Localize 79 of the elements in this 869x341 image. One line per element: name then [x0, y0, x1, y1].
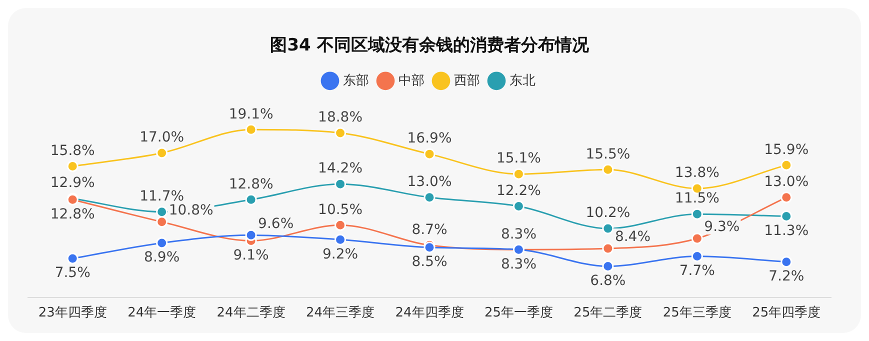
legend-label: 中部 [398, 73, 424, 88]
point [334, 127, 346, 139]
data-label: 12.8% [50, 206, 95, 222]
data-label: 12.8% [228, 176, 274, 192]
point [691, 232, 703, 244]
x-tick-label: 25年二季度 [574, 304, 642, 321]
data-label: 12.2% [496, 182, 541, 199]
point [602, 164, 614, 176]
point [156, 216, 168, 228]
data-label: 15.5% [586, 146, 630, 162]
point [245, 194, 257, 206]
legend-label: 东部 [343, 73, 369, 88]
data-label: 13.0% [407, 174, 452, 190]
data-label: 8.7% [412, 222, 448, 238]
data-label: 10.2% [586, 205, 630, 222]
point [334, 234, 346, 246]
x-tick-label: 25年一季度 [484, 304, 553, 321]
x-tick-label: 24年二季度 [216, 304, 286, 321]
data-label: 13.8% [674, 165, 720, 182]
point [66, 160, 78, 172]
data-label: 8.5% [412, 254, 448, 270]
point [334, 219, 346, 231]
point [156, 237, 168, 249]
point [780, 256, 792, 268]
point [334, 178, 346, 190]
point [512, 200, 524, 212]
point [691, 208, 703, 220]
point [66, 252, 78, 264]
data-label: 9.6% [258, 216, 294, 232]
legend-label: 东北 [510, 73, 536, 88]
data-label: 7.5% [54, 265, 90, 282]
data-label: 15.1% [496, 150, 541, 167]
x-tick-label: 25年四季度 [752, 304, 821, 321]
x-tick-label: 23年四季度 [38, 304, 107, 321]
data-label: 9.2% [322, 246, 358, 262]
data-label: 7.7% [679, 262, 715, 279]
data-label: 9.3% [704, 219, 740, 236]
point [424, 192, 436, 204]
data-label: 18.8% [318, 110, 363, 126]
chart-title: 图34 不同区域没有余钱的消费者分布情况 [270, 36, 590, 56]
point [691, 250, 703, 262]
point [512, 168, 524, 180]
data-label: 8.4% [614, 229, 651, 246]
point [602, 242, 614, 254]
x-tick-label: 25年三季度 [662, 304, 732, 321]
x-tick-label: 24年四季度 [395, 304, 464, 321]
point [780, 159, 792, 171]
point [245, 229, 257, 241]
data-label: 8.9% [144, 250, 180, 266]
point [424, 242, 436, 254]
data-label: 15.8% [50, 142, 95, 159]
x-tick-label: 24年一季度 [128, 304, 196, 321]
x-tick-label: 24年三季度 [306, 304, 375, 321]
legend-label: 西部 [454, 73, 480, 88]
data-label: 11.5% [674, 190, 720, 207]
data-label: 14.2% [318, 160, 363, 177]
data-label: 11.3% [764, 222, 809, 239]
data-label: 17.0% [140, 130, 184, 146]
data-label: 8.3% [500, 256, 537, 272]
data-label: 10.8% [168, 202, 214, 218]
point [780, 192, 792, 204]
point [424, 148, 436, 160]
data-label: 9.1% [233, 247, 269, 264]
point [780, 210, 792, 222]
data-label: 8.3% [500, 226, 537, 242]
data-label: 12.9% [50, 175, 95, 192]
data-label: 11.7% [140, 188, 184, 204]
data-label: 7.2% [768, 268, 804, 284]
data-label: 19.1% [228, 106, 274, 122]
data-label: 15.9% [764, 142, 809, 158]
data-label: 6.8% [590, 272, 626, 289]
point [602, 222, 614, 234]
point [156, 147, 168, 159]
data-label: 10.5% [318, 202, 363, 218]
point [156, 206, 168, 218]
point [245, 124, 257, 136]
point [602, 260, 614, 272]
data-label: 16.9% [407, 130, 452, 147]
data-label: 13.0% [764, 174, 809, 190]
